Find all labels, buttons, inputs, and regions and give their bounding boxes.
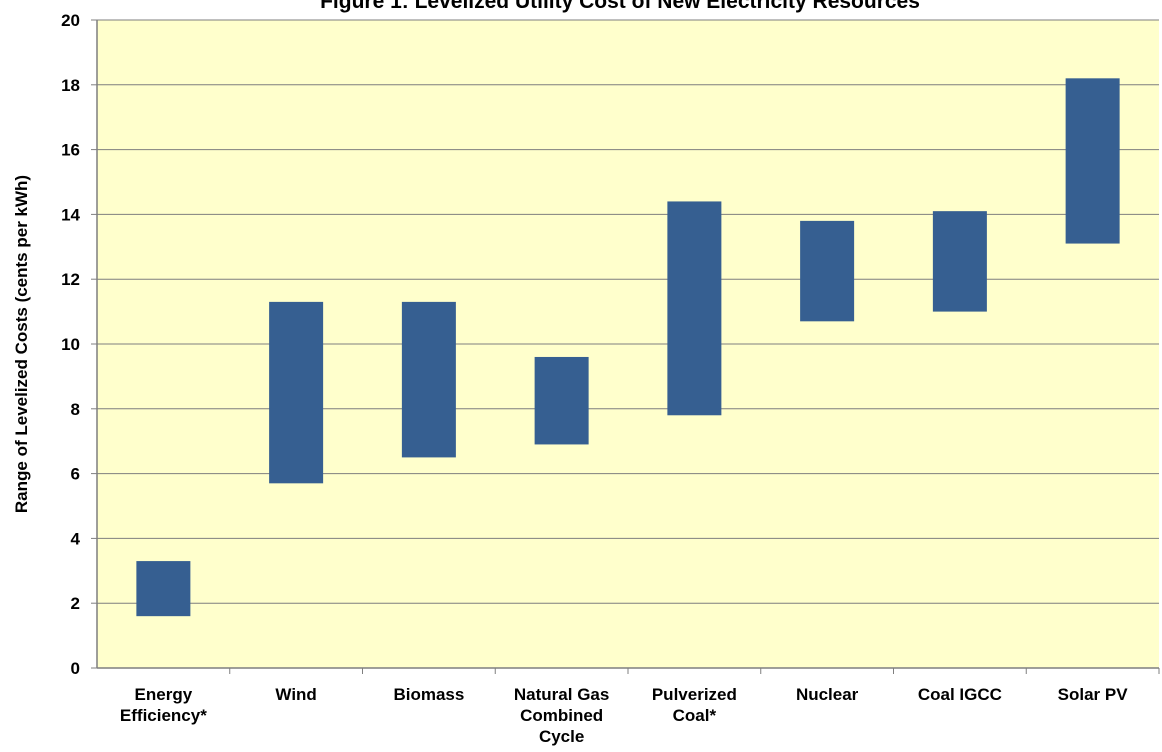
bar-5 [800, 220, 855, 322]
x-tick-label-line: Cycle [539, 727, 584, 746]
bar-7 [1065, 78, 1120, 244]
x-tick-label-line: Coal* [673, 706, 717, 725]
x-tick-label-5: Nuclear [796, 685, 859, 704]
y-tick-label-12: 12 [61, 270, 80, 289]
x-tick-label-4: Pulverized Coal* [652, 685, 737, 725]
y-tick-label-18: 18 [61, 76, 80, 95]
x-tick-label-0: Energy Efficiency* [120, 685, 207, 725]
y-tick-label-6: 6 [71, 465, 80, 484]
y-tick-label-0: 0 [71, 659, 80, 678]
bar-6 [932, 211, 987, 312]
bar-2 [401, 301, 456, 458]
chart-title: Figure 1: Levelized Utility Cost of New … [320, 0, 920, 13]
y-tick-label-10: 10 [61, 335, 80, 354]
x-tick-label-line: Biomass [393, 685, 464, 704]
x-tick-label-line: Pulverized [652, 685, 737, 704]
x-tick-label-2: Biomass [393, 685, 464, 704]
bar-4 [667, 201, 722, 416]
x-tick-label-line: Solar PV [1058, 685, 1129, 704]
bar-1 [269, 301, 324, 484]
x-tick-label-line: Nuclear [796, 685, 859, 704]
x-tick-label-line: Combined [520, 706, 603, 725]
x-tick-label-line: Efficiency* [120, 706, 207, 725]
y-tick-label-16: 16 [61, 141, 80, 160]
y-axis-label: Range of Levelized Costs (cents per kWh) [12, 175, 31, 513]
y-tick-labels: 0 2 4 6 8 10 12 14 16 18 20 [61, 11, 80, 678]
x-tick-label-7: Solar PV [1058, 685, 1129, 704]
y-tick-label-4: 4 [71, 529, 81, 548]
x-tick-label-line: Natural Gas [514, 685, 609, 704]
bar-0 [136, 561, 191, 617]
x-tick-labels: Energy Efficiency* Wind Biomass Natural Gas C… [120, 685, 1128, 746]
x-tick-label-3: Natural Gas Combined Cycle [514, 685, 609, 746]
y-tick-label-8: 8 [71, 400, 80, 419]
bar-3 [534, 356, 589, 445]
x-tick-label-1: Wind [275, 685, 316, 704]
y-tick-label-14: 14 [61, 205, 80, 224]
y-tick-label-2: 2 [71, 594, 80, 613]
x-tick-label-line: Wind [275, 685, 316, 704]
y-tick-label-20: 20 [61, 11, 80, 30]
x-tick-label-line: Coal IGCC [918, 685, 1002, 704]
x-tick-label-6: Coal IGCC [918, 685, 1002, 704]
x-tick-label-line: Energy [135, 685, 193, 704]
bars [136, 78, 1120, 617]
